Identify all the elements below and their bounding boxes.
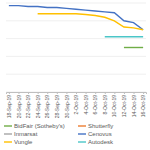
x-tick-mark: [76, 92, 77, 94]
legend-swatch: [78, 133, 86, 134]
series-line: [9, 6, 143, 30]
x-tick-label: 16-Oct-19: [140, 95, 146, 117]
x-tick-label: 10-Oct-19: [111, 95, 117, 117]
legend-item: Cenovus: [78, 131, 112, 137]
x-tick: 2-Oct-19: [73, 92, 79, 114]
x-tick: 6-Oct-19: [92, 92, 98, 114]
x-tick-label: 6-Oct-19: [92, 95, 98, 115]
x-tick-mark: [9, 92, 10, 94]
x-tick-label: 18-Sep-19: [6, 95, 12, 119]
x-tick-label: 20-Sep-19: [16, 95, 22, 119]
x-tick: 4-Oct-19: [83, 92, 89, 114]
legend-swatch: [4, 141, 12, 142]
legend-item: Inmarsat: [4, 131, 38, 137]
x-axis: 18-Sep-19 20-Sep-1922-Sep-19 24-Sep-1926-S…: [6, 92, 147, 118]
x-tick-label: 14-Oct-19: [131, 95, 137, 117]
legend-item: Shutterfly: [78, 123, 113, 129]
legend: BidFair (Sotheby's) Shutterfly Inmarsat Cen…: [4, 123, 114, 145]
x-tick-label: 28-Sep-19: [54, 95, 60, 119]
chart-root: 18-Sep-19 20-Sep-1922-Sep-19 24-Sep-1926-S…: [0, 0, 150, 150]
series-line: [124, 47, 143, 48]
x-tick-mark: [86, 92, 87, 94]
legend-swatch: [78, 125, 86, 126]
x-tick-label: 22-Sep-19: [25, 95, 31, 119]
x-tick-mark: [114, 92, 115, 94]
x-tick-label: 2-Oct-19: [73, 95, 79, 115]
x-tick: 26-Sep-19: [44, 92, 50, 118]
grid-line: [6, 56, 146, 57]
x-tick-mark: [18, 92, 19, 94]
legend-label: Shutterfly: [88, 123, 113, 129]
grid-line: [6, 74, 146, 75]
legend-label: Vungle: [14, 139, 33, 145]
grid-line: [6, 3, 146, 4]
x-tick: 16-Oct-19: [140, 92, 146, 117]
x-tick: 20-Sep-19: [16, 92, 22, 118]
x-tick: 24-Sep-19: [35, 92, 41, 118]
x-tick: 14-Oct-19: [131, 92, 137, 117]
x-tick: 8-Oct-19: [102, 92, 108, 114]
legend-swatch: [4, 133, 12, 134]
x-tick-label: 30-Sep-19: [64, 95, 70, 119]
x-tick-mark: [66, 92, 67, 94]
x-tick-label: 24-Sep-19: [35, 95, 41, 119]
x-tick-mark: [47, 92, 48, 94]
x-tick: 22-Sep-19: [25, 92, 31, 118]
x-tick-mark: [143, 92, 144, 94]
plot-area: 18-Sep-19 20-Sep-1922-Sep-19 24-Sep-1926-S…: [6, 3, 147, 118]
x-tick-label: 26-Sep-19: [44, 95, 50, 119]
x-tick-mark: [124, 92, 125, 94]
legend-label: Autodesk: [88, 139, 114, 145]
series-line: [105, 36, 143, 37]
x-tick: 30-Sep-19: [64, 92, 70, 118]
series-line: [38, 14, 143, 30]
series-lines: [9, 6, 143, 48]
grid: [6, 3, 146, 92]
x-tick-mark: [95, 92, 96, 94]
x-tick-label: 12-Oct-19: [121, 95, 127, 117]
chart-svg: 18-Sep-19 20-Sep-1922-Sep-19 24-Sep-1926-S…: [0, 0, 150, 150]
x-tick-label: 8-Oct-19: [102, 95, 108, 115]
x-tick: 18-Sep-19: [6, 92, 12, 118]
legend-swatch: [4, 125, 12, 126]
legend-item: BidFair (Sotheby's): [4, 123, 65, 129]
x-tick-mark: [38, 92, 39, 94]
legend-item: Vungle: [4, 139, 33, 145]
x-tick: 10-Oct-19: [111, 92, 117, 117]
x-tick-label: 4-Oct-19: [83, 95, 89, 115]
legend-label: BidFair (Sotheby's): [14, 123, 65, 129]
x-axis-line: [7, 93, 147, 95]
legend-label: Cenovus: [88, 131, 112, 137]
grid-line: [6, 38, 146, 39]
legend-item: Autodesk: [78, 139, 114, 145]
x-tick: 28-Sep-19: [54, 92, 60, 118]
legend-swatch: [78, 141, 86, 142]
x-tick-mark: [57, 92, 58, 94]
x-tick-mark: [28, 92, 29, 94]
x-tick-mark: [134, 92, 135, 94]
x-tick: 12-Oct-19: [121, 92, 127, 117]
legend-label: Inmarsat: [14, 131, 38, 137]
x-tick-mark: [105, 92, 106, 94]
